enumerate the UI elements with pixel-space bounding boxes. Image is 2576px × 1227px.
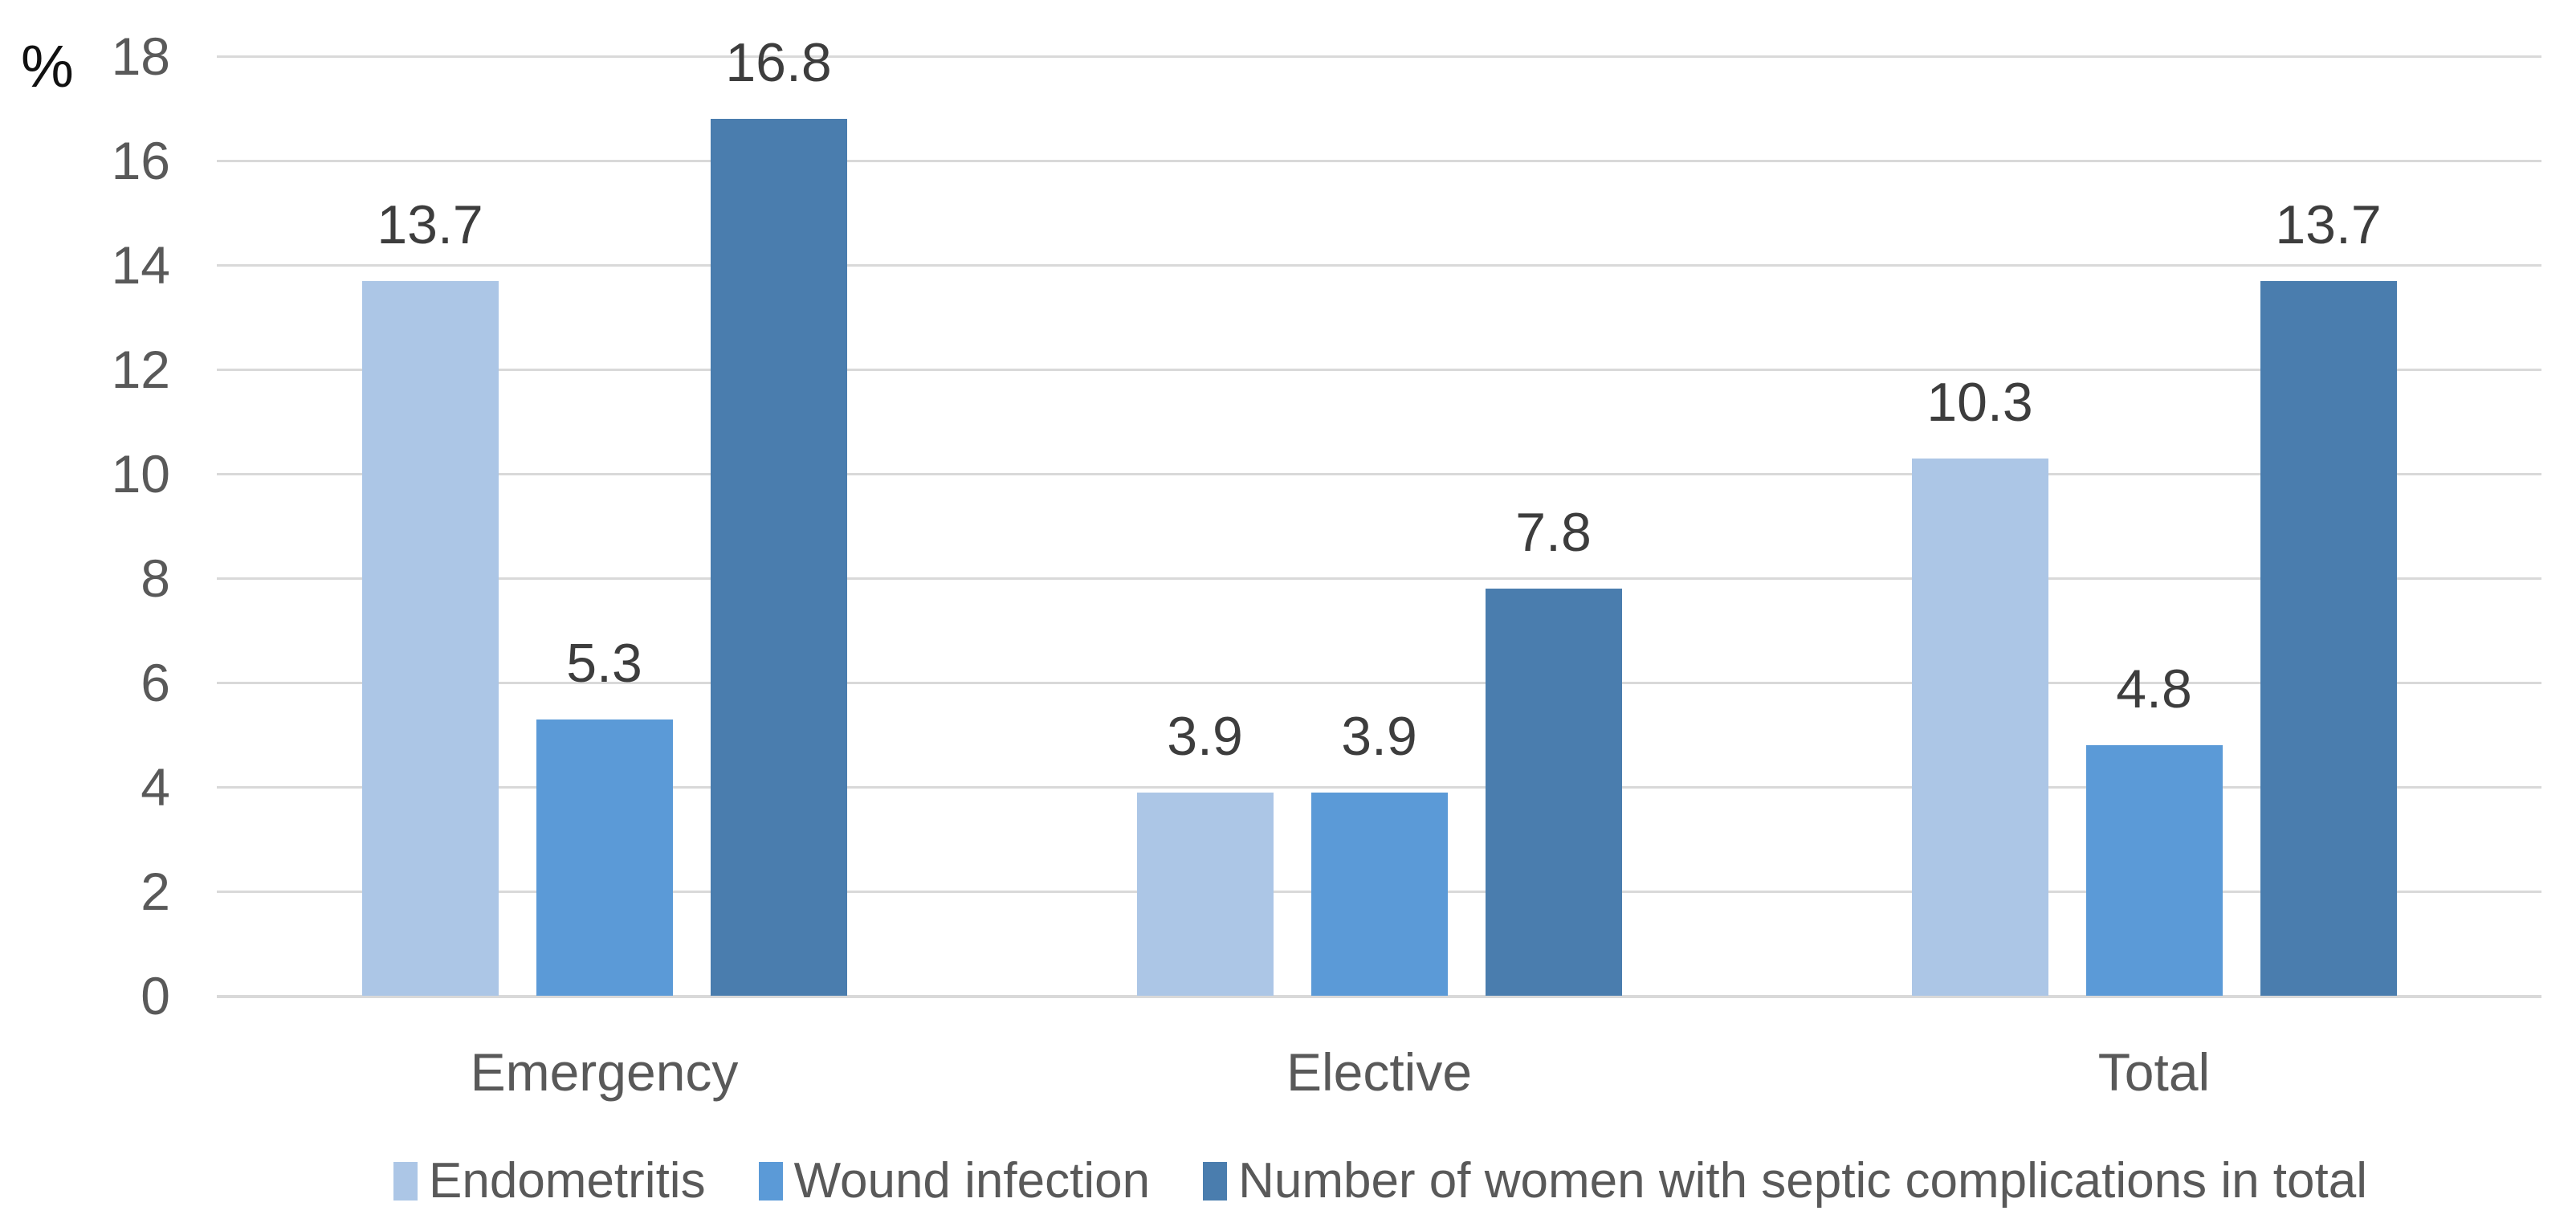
gridline — [217, 682, 2541, 684]
bar-value-label: 10.3 — [1926, 371, 2033, 433]
gridline — [217, 786, 2541, 789]
gridline — [217, 55, 2541, 58]
y-tick-label: 16 — [111, 131, 170, 190]
bar-value-label: 3.9 — [1167, 705, 1243, 767]
legend-item: Wound infection — [758, 1153, 1151, 1209]
y-tick-label: 12 — [111, 340, 170, 399]
x-category-label: Emergency — [470, 1042, 739, 1102]
y-tick-label: 6 — [141, 653, 170, 712]
legend-marker — [758, 1162, 783, 1201]
bar — [536, 719, 673, 996]
legend-item: Number of women with septic complication… — [1203, 1155, 2367, 1208]
y-tick-label: 10 — [111, 444, 170, 503]
y-tick-label: 18 — [111, 26, 170, 86]
gridline — [217, 264, 2541, 267]
bar — [1485, 589, 1622, 996]
bar — [1310, 792, 1448, 996]
bar-value-label: 4.8 — [2116, 658, 2192, 719]
y-tick-label: 2 — [141, 862, 170, 921]
bar-value-label: 3.9 — [1341, 705, 1417, 767]
legend-marker — [1203, 1162, 1228, 1201]
bar-value-label: 13.7 — [377, 194, 483, 255]
bar-value-label: 16.8 — [725, 32, 832, 93]
gridline — [217, 473, 2541, 475]
legend-label: Endometritis — [429, 1153, 706, 1209]
bar — [361, 280, 499, 996]
legend-label: Number of women with septic complication… — [1238, 1153, 2367, 1209]
y-axis-unit-label: % — [21, 33, 74, 100]
bar-value-label: 13.7 — [2275, 194, 2382, 255]
legend: Endometritis Wound infection Number of wom… — [0, 1155, 2576, 1208]
legend-marker — [393, 1162, 418, 1201]
legend-label: Wound infection — [793, 1153, 1151, 1209]
bar — [710, 119, 847, 996]
gridline — [217, 577, 2541, 580]
bar — [2260, 280, 2397, 996]
gridline — [217, 995, 2541, 998]
bar-value-label: 7.8 — [1515, 502, 1592, 563]
y-tick-label: 4 — [141, 757, 170, 817]
y-tick-label: 0 — [141, 966, 170, 1025]
y-tick-label: 8 — [141, 548, 170, 608]
x-category-label: Total — [2097, 1042, 2211, 1102]
bar-value-label: 5.3 — [566, 632, 642, 694]
bar — [1911, 458, 2048, 996]
legend-item: Endometritis — [393, 1155, 706, 1208]
bar — [2085, 745, 2223, 996]
y-tick-label: 14 — [111, 235, 170, 295]
gridline — [217, 160, 2541, 162]
gridline — [217, 369, 2541, 371]
bar — [1136, 792, 1274, 996]
x-category-label: Elective — [1286, 1042, 1473, 1102]
